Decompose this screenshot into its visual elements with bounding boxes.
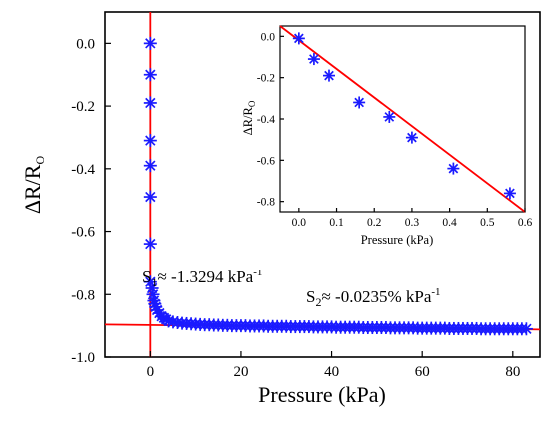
main-data-point (519, 322, 533, 336)
main-plot-frame (104, 11, 541, 358)
main-data-point (143, 190, 157, 204)
inset-fit-line-0 (279, 25, 526, 213)
main-data-point (143, 68, 157, 82)
inset-x-ticks: 0.0 0.1 0.2 0.3 0.4 0.5 0.6 (292, 208, 533, 229)
main-y-axis-title: ΔR/RO (20, 156, 47, 215)
main-y-tick-label: -0.2 (71, 99, 95, 115)
inset-y-ticks: 0.0 -0.2 -0.4 -0.6 -0.8 (257, 31, 284, 209)
main-data-point (143, 96, 157, 110)
main-x-ticks: 0 20 40 60 80 (147, 351, 520, 380)
inset-x-axis-title: Pressure (kPa) (361, 233, 434, 247)
inset-data-points (292, 32, 516, 200)
inset-plot: 0.0 0.1 0.2 0.3 0.4 0.5 0.6 0.0 -0.2 -0.4 -0.6 -0.… (241, 20, 532, 270)
main-data-point (143, 237, 157, 251)
main-data-points (143, 36, 533, 336)
main-plot: 0 20 40 60 80 0.0 -0.2 -0.4 -0.6 -0.8 -1.0 Pressu… (20, 11, 541, 407)
annotation-s1: S1≈ -1.3294 kPa-1 (142, 266, 262, 289)
inset-data-point (447, 162, 460, 175)
main-x-tick-label: 20 (233, 364, 248, 380)
main-y-ticks: 0.0 -0.2 -0.4 -0.6 -0.8 -1.0 (71, 36, 111, 366)
inset-fit-line (279, 25, 526, 213)
inset-y-tick-label: 0.0 (261, 31, 276, 43)
inset-y-axis-title: ΔR/RO (241, 100, 257, 135)
main-x-tick-label: 80 (505, 364, 520, 380)
inset-data-point (383, 110, 396, 123)
inset-y-tick-label: -0.6 (257, 155, 275, 167)
inset-y-tick-label: -0.4 (257, 114, 275, 126)
inset-x-tick-label: 0.2 (367, 217, 382, 229)
annotation-s2: S2≈ -0.0235% kPa-1 (306, 286, 441, 309)
inset-x-tick-label: 0.4 (442, 217, 457, 229)
main-data-point (143, 134, 157, 148)
inset-data-point (292, 32, 305, 45)
main-y-tick-label: -0.6 (71, 225, 95, 241)
inset-data-point (405, 131, 418, 144)
main-x-axis-title: Pressure (kPa) (258, 382, 386, 407)
inset-background (253, 20, 531, 270)
inset-y-tick-label: -0.2 (257, 73, 275, 85)
inset-x-tick-label: 0.1 (329, 217, 344, 229)
main-x-tick-label: 60 (415, 364, 430, 380)
main-x-tick-label: 0 (147, 364, 155, 380)
inset-x-tick-label: 0.6 (518, 217, 533, 229)
inset-data-point (503, 187, 516, 200)
inset-y-tick-label: -0.8 (257, 197, 275, 209)
inset-data-point (307, 53, 320, 66)
inset-data-point (353, 96, 366, 109)
inset-x-tick-label: 0.5 (480, 217, 495, 229)
main-x-tick-label: 40 (324, 364, 339, 380)
inset-data-point (323, 69, 335, 82)
inset-x-tick-label: 0.0 (292, 217, 307, 229)
main-y-tick-label: 0.0 (76, 36, 95, 52)
main-y-tick-label: -0.4 (71, 162, 95, 178)
main-y-tick-label: -1.0 (71, 350, 95, 366)
main-y-tick-label: -0.8 (71, 287, 95, 303)
main-data-point (143, 36, 157, 50)
inset-x-tick-label: 0.3 (405, 217, 420, 229)
main-data-point (143, 159, 157, 173)
